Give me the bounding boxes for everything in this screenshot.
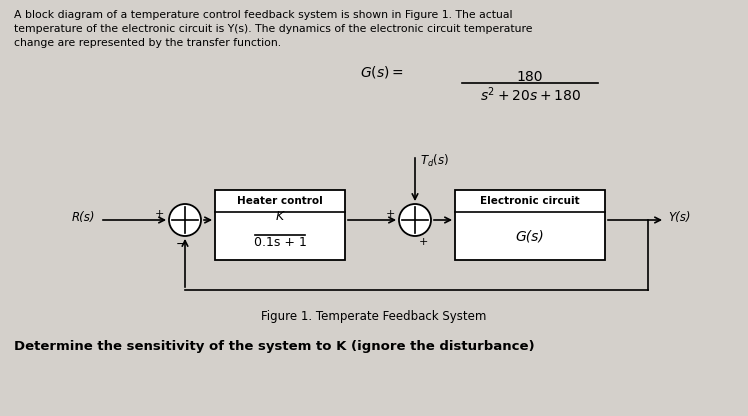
Bar (455, 190, 605, 260)
Text: Electronic circuit: Electronic circuit (480, 196, 580, 206)
Text: R(s): R(s) (72, 211, 95, 225)
Circle shape (169, 204, 201, 236)
Circle shape (399, 204, 431, 236)
Text: change are represented by the transfer function.: change are represented by the transfer f… (14, 38, 281, 48)
Text: Determine the sensitivity of the system to K (ignore the disturbance): Determine the sensitivity of the system … (14, 340, 535, 353)
Text: 0.1s + 1: 0.1s + 1 (254, 236, 307, 249)
Text: temperature of the electronic circuit is Y(s). The dynamics of the electronic ci: temperature of the electronic circuit is… (14, 24, 533, 34)
Text: +: + (155, 209, 164, 219)
Text: −: − (176, 238, 186, 251)
Bar (215, 190, 345, 260)
Text: +: + (419, 237, 429, 247)
Text: $s^2 + 20s + 180$: $s^2 + 20s + 180$ (479, 85, 580, 104)
Text: $T_d(s)$: $T_d(s)$ (420, 153, 449, 169)
Text: Heater control: Heater control (237, 196, 323, 206)
Text: 180: 180 (517, 70, 543, 84)
Text: Figure 1. Temperate Feedback System: Figure 1. Temperate Feedback System (261, 310, 487, 323)
Text: A block diagram of a temperature control feedback system is shown in Figure 1. T: A block diagram of a temperature control… (14, 10, 512, 20)
Text: G(s): G(s) (515, 229, 545, 243)
Text: $G(s) =$: $G(s) =$ (360, 64, 404, 80)
Text: K: K (276, 210, 284, 223)
Text: +: + (386, 209, 395, 219)
Text: Y(s): Y(s) (668, 211, 690, 225)
